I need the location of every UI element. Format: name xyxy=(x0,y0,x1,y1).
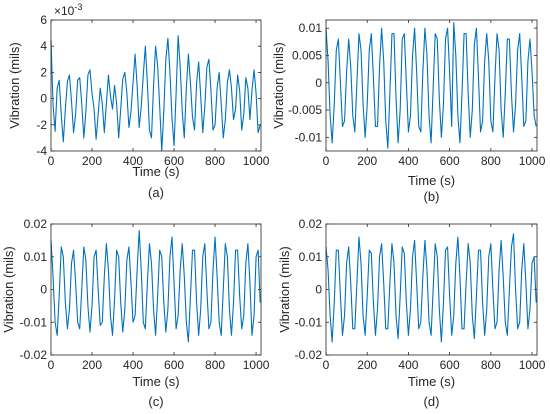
y-tick-label: -2 xyxy=(36,118,47,132)
series-line xyxy=(325,233,537,343)
x-axis-label: Time (s) xyxy=(132,164,179,179)
y-axis-label: Vibration (mils) xyxy=(271,42,286,128)
plot-content: 0 200 400 600 800 1000 -4 -2 0 2 4 6 xyxy=(36,13,269,168)
panel-label: (b) xyxy=(424,189,440,204)
y-tick-label: 0 xyxy=(40,283,47,297)
x-tick-label: 800 xyxy=(205,154,225,168)
x-tick-label: 1000 xyxy=(243,154,270,168)
y-axis-label: Vibration (mils) xyxy=(277,246,292,332)
y-tick-label: 0 xyxy=(315,76,322,90)
y-tick-label: -0.01 xyxy=(20,315,48,329)
y-tick-label: -0.02 xyxy=(20,348,48,362)
x-tick-label: 200 xyxy=(82,154,102,168)
plot-content: 0 200 400 600 800 1000 -0.02 -0.01 0 0.01 0.02 xyxy=(295,217,546,372)
x-tick-label: 0 xyxy=(48,358,55,372)
x-tick-label: 400 xyxy=(123,154,143,168)
panel-c: 0 200 400 600 800 1000 -0.02 -0.01 0 0.01 0.02 Tim… xyxy=(1,217,270,409)
panel-b: 0 200 400 600 800 1000 -0.01 -0.005 0 0.005 0.01 T… xyxy=(271,19,546,204)
plot-area xyxy=(51,20,261,151)
x-tick-label: 200 xyxy=(357,358,377,372)
y-tick-label: 4 xyxy=(40,39,47,53)
x-tick-label: 400 xyxy=(398,358,418,372)
y-tick-label: 0.02 xyxy=(299,217,323,231)
x-tick-label: 0 xyxy=(48,154,55,168)
x-tick-label: 600 xyxy=(164,358,184,372)
y-tick-label: 0 xyxy=(40,92,47,106)
y-tick-label: -4 xyxy=(36,144,47,158)
x-tick-label: 1000 xyxy=(243,358,270,372)
panel-a: 0 200 400 600 800 1000 -4 -2 0 2 4 6 ×10-3 Time (s)… xyxy=(7,2,270,200)
axes-box xyxy=(325,19,538,152)
x-tick-label: 600 xyxy=(440,154,460,168)
x-tick-label: 600 xyxy=(440,358,460,372)
x-tick-label: 0 xyxy=(323,358,330,372)
x-tick-label: 200 xyxy=(357,154,377,168)
y-tick-label: 0.01 xyxy=(299,250,323,264)
panel-label: (a) xyxy=(148,185,164,200)
x-tick-label: 400 xyxy=(123,358,143,372)
y-tick-label: -0.005 xyxy=(288,103,322,117)
y-exponent-label: ×10-3 xyxy=(54,2,82,18)
y-tick-label: -0.01 xyxy=(295,315,323,329)
x-tick-label: 1000 xyxy=(519,154,546,168)
panel-d: 0 200 400 600 800 1000 -0.02 -0.01 0 0.01 0.02 Tim… xyxy=(277,217,546,409)
series-line xyxy=(50,230,261,343)
y-tick-label: 0.02 xyxy=(24,217,48,231)
axes-box xyxy=(325,223,538,356)
y-tick-label: 2 xyxy=(40,65,47,79)
panel-label: (c) xyxy=(148,394,163,409)
x-axis-label: Time (s) xyxy=(132,374,179,389)
x-tick-label: 400 xyxy=(398,154,418,168)
y-tick-label: 0.01 xyxy=(24,250,48,264)
panel-label: (d) xyxy=(424,394,440,409)
axes-box xyxy=(50,223,262,356)
x-axis-label: Time (s) xyxy=(408,173,455,188)
x-tick-label: 1000 xyxy=(519,358,546,372)
y-tick-label: -0.02 xyxy=(295,348,323,362)
series-line xyxy=(50,35,261,152)
y-tick-label: 0.005 xyxy=(292,48,322,62)
plot-content: 0 200 400 600 800 1000 -0.02 -0.01 0 0.01 0.02 xyxy=(20,217,270,372)
series-line xyxy=(325,22,537,149)
x-tick-label: 200 xyxy=(82,358,102,372)
y-axis-label: Vibration (mils) xyxy=(1,246,16,332)
y-tick-label: -0.01 xyxy=(295,130,323,144)
y-tick-label: 0 xyxy=(315,283,322,297)
y-tick-label: 0.01 xyxy=(299,21,323,35)
x-tick-label: 800 xyxy=(481,358,501,372)
x-tick-label: 800 xyxy=(205,358,225,372)
plot-content: 0 200 400 600 800 1000 -0.01 -0.005 0 0.005 0.01 xyxy=(288,20,546,168)
x-tick-label: 0 xyxy=(323,154,330,168)
y-tick-label: 6 xyxy=(40,13,47,27)
x-tick-label: 800 xyxy=(481,154,501,168)
axes-box xyxy=(50,19,262,152)
y-axis-label: Vibration (mils) xyxy=(7,42,22,128)
x-tick-label: 600 xyxy=(164,154,184,168)
x-axis-label: Time (s) xyxy=(408,374,455,389)
